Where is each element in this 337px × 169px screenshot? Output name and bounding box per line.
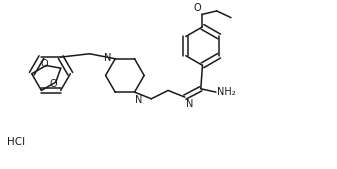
Text: NH₂: NH₂ <box>217 87 235 97</box>
Text: O: O <box>193 4 201 14</box>
Text: N: N <box>104 53 112 63</box>
Text: N: N <box>135 95 143 105</box>
Text: N: N <box>186 99 193 109</box>
Text: HCl: HCl <box>7 137 26 147</box>
Text: O: O <box>40 59 48 69</box>
Text: O: O <box>50 79 58 89</box>
